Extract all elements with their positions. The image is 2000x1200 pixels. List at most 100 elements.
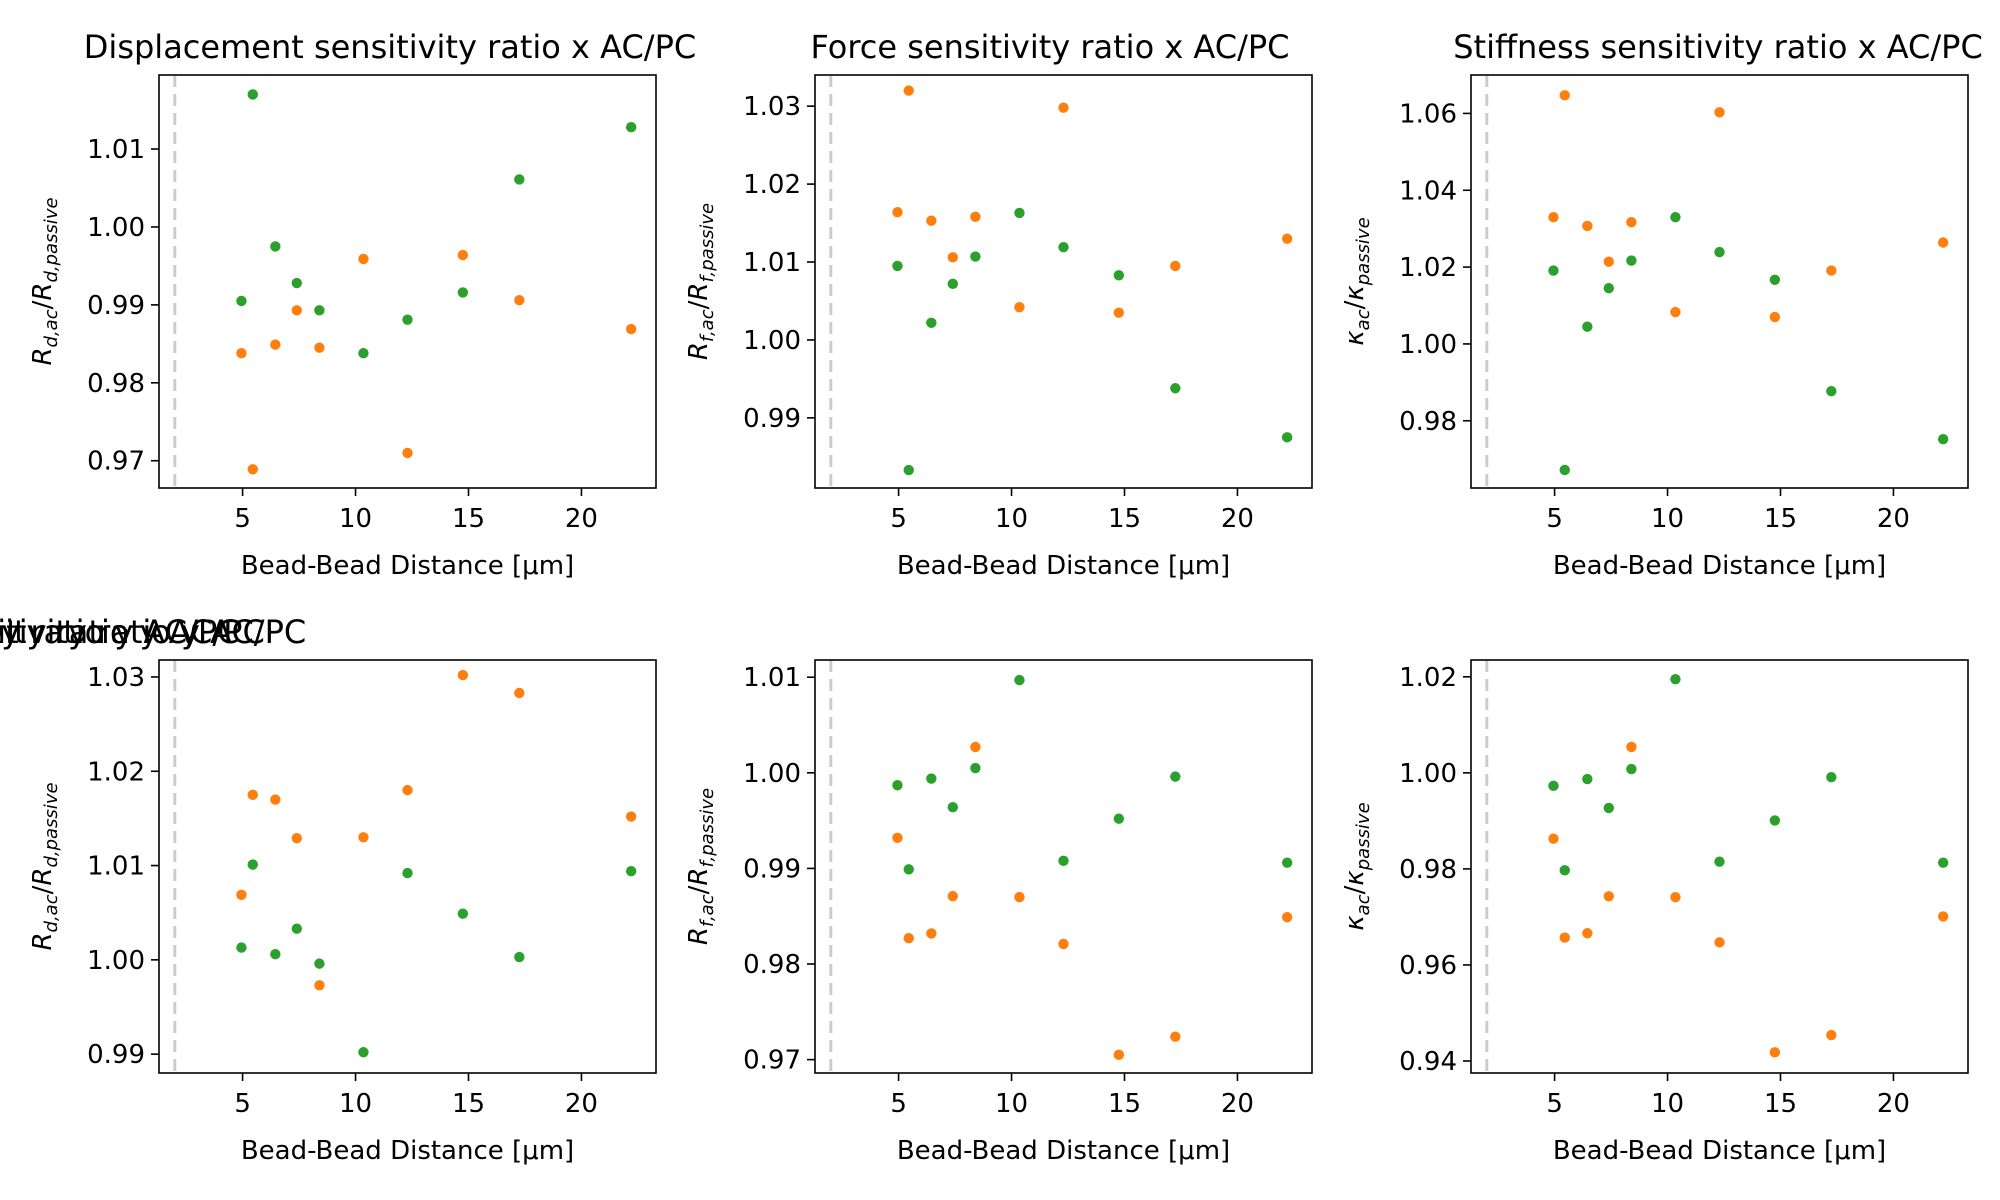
y-tick-label: 0.98 [1399,855,1457,885]
subplot-2: Force sensitivity ratio x AC/PC 5 10 15 20 0.… [684,28,1313,581]
x-tick-label: 10 [1651,504,1684,534]
data-point-series-2 [514,687,525,699]
data-point-series-2 [926,215,937,226]
y-tick-label: 0.99 [87,291,145,321]
y-label-part: / [28,885,58,894]
y-label-part: d,passive [41,197,62,282]
x-tick-label: 20 [1877,504,1910,534]
data-point-series-2 [1626,216,1637,228]
data-point-series-1 [514,951,525,963]
x-tick-label: 5 [234,504,251,534]
x-axis-label: Bead-Bead Distance [μm] [241,1136,574,1166]
y-tick-label: 1.01 [87,852,145,882]
data-point-series-2 [457,249,469,261]
data-point-series-2 [903,933,914,944]
x-axis-label: Bead-Bead Distance [μm] [1553,1136,1886,1166]
data-point-series-2 [314,342,325,353]
x-tick-label: 15 [452,1089,485,1119]
data-point-series-2 [625,323,637,335]
data-point-series-2 [1603,256,1615,267]
data-point-series-1 [1548,265,1559,276]
y-label-part: R [28,347,58,365]
y-label-part: f,ac [697,894,718,927]
y-tick-label: 1.03 [743,92,801,122]
y-label-part: R [684,868,714,886]
data-point-series-2 [314,980,325,991]
x-axis-label: Bead-Bead Distance [μm] [241,551,574,581]
data-point-series-1 [1113,270,1125,281]
y-label-part: f,passive [697,203,718,283]
y-label-part: / [28,300,58,309]
data-point-series-2 [247,464,258,475]
x-tick-label: 20 [565,1089,598,1119]
data-point-series-1 [1014,674,1025,686]
data-point-series-1 [291,923,303,934]
y-tick-label: 0.99 [87,1040,145,1070]
y-tick-label: 0.98 [743,950,801,980]
data-point-series-1 [314,958,325,969]
x-axis-label: Bead-Bead Distance [μm] [897,551,1230,581]
data-point-series-2 [514,295,525,306]
data-point-series-1 [926,317,937,328]
y-tick-label: 1.02 [1399,253,1457,283]
x-tick-label: 10 [339,1089,372,1119]
y-label-part: / [1340,885,1370,894]
x-axis-label: Bead-Bead Distance [μm] [897,1136,1230,1166]
y-tick-label: 1.00 [743,326,801,356]
y-axis-label: Rd,ac/Rd,passive [28,782,62,950]
data-point-series-1 [1670,211,1681,223]
data-point-series-2 [892,206,903,218]
data-point-series-1 [1626,255,1637,266]
y-tick-label: 1.06 [1399,99,1457,129]
data-point-series-2 [1559,932,1570,943]
data-point-series-2 [970,741,981,753]
y-tick-label: 0.94 [1399,1047,1457,1077]
data-point-series-2 [970,211,981,223]
data-point-series-2 [291,305,303,316]
data-point-series-2 [1582,220,1593,232]
y-tick-label: 0.99 [743,404,801,434]
data-point-series-1 [1670,674,1681,685]
y-tick-label: 0.97 [743,1046,801,1076]
subplot-6: Stiffness sensitivity ratio y AC/PC 5 10 15… [0,613,1969,1166]
data-point-series-2 [1714,937,1725,948]
data-point-series-2 [1170,260,1181,272]
data-point-series-1 [358,1047,369,1058]
data-point-series-1 [1058,242,1069,253]
data-point-series-2 [947,252,959,263]
data-point-series-2 [625,811,637,822]
data-point-series-2 [1826,1029,1837,1041]
y-label-part: d,passive [41,782,62,867]
data-point-series-2 [892,832,903,844]
data-point-series-1 [314,305,325,316]
data-point-series-1 [625,122,637,133]
y-tick-label: 0.96 [1399,951,1457,981]
axes-frame [814,659,1313,1074]
data-point-series-1 [1714,856,1725,867]
y-label-part: ac [1353,309,1374,330]
x-tick-label: 15 [1108,504,1141,534]
data-point-series-1 [1058,855,1069,866]
axes-frame [158,74,657,489]
data-point-series-1 [247,89,258,100]
data-point-series-1 [1170,383,1181,394]
data-point-series-2 [926,928,937,939]
data-point-series-1 [402,314,413,325]
data-point-series-2 [291,833,303,844]
data-point-series-2 [358,253,369,265]
x-tick-label: 10 [995,1089,1028,1119]
data-point-series-1 [1014,207,1025,219]
data-point-series-1 [1582,321,1593,332]
y-label-part: / [684,300,714,309]
x-tick-label: 10 [339,504,372,534]
data-point-series-1 [402,867,413,879]
x-tick-label: 5 [234,1089,251,1119]
y-tick-label: 1.00 [87,946,145,976]
x-tick-label: 15 [1764,504,1797,534]
data-point-series-2 [947,890,959,902]
x-tick-label: 5 [1546,504,1563,534]
data-point-series-2 [270,794,281,805]
x-tick-label: 5 [890,504,907,534]
data-point-series-2 [903,85,914,96]
